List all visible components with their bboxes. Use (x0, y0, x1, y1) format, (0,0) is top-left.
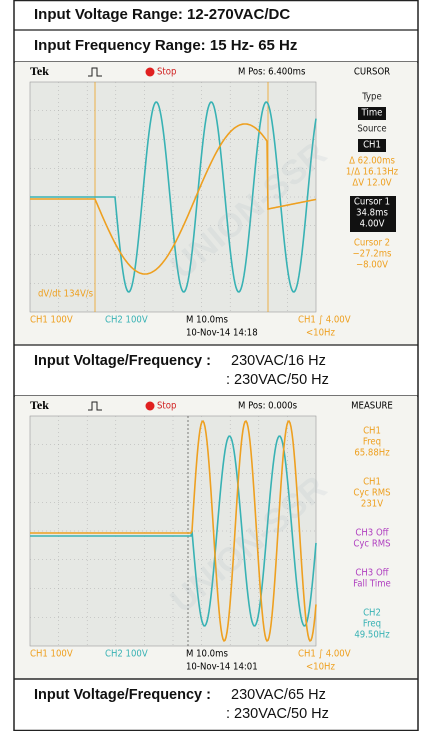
side-text: CH1 (363, 140, 381, 151)
ch1-scale: CH1 100V (30, 315, 73, 326)
caption-label: Input Voltage/Frequency : (34, 353, 211, 369)
ch2-scale: CH2 100V (105, 315, 148, 326)
page: Input Voltage Range: 12-270VAC/DC Input … (0, 0, 430, 731)
ch2-scale: CH2 100V (105, 649, 148, 660)
caption-label: Input Voltage/Frequency : (34, 687, 211, 703)
timestamp: 10-Nov-14 14:01 (186, 662, 258, 673)
side-text: CH3 Off (355, 568, 389, 579)
timebase: M 10.0ms (186, 315, 228, 326)
side-text: CH3 Off (355, 528, 389, 539)
stop-dot (146, 68, 155, 77)
side-text: 231V (361, 499, 383, 510)
timestamp: 10-Nov-14 14:18 (186, 328, 258, 339)
stop-dot (146, 402, 155, 411)
brand: Tek (30, 64, 49, 78)
side-text: Time (361, 108, 383, 119)
caption-value: : 230VAC/50 Hz (226, 706, 329, 722)
trigger-state: Stop (157, 67, 176, 78)
side-text: 49.50Hz (354, 630, 390, 641)
side-text: 34.8ms (356, 208, 388, 219)
position: M Pos: 0.000s (238, 401, 298, 412)
side-text: Cyc RMS (353, 539, 390, 550)
side-text: CH2 (363, 608, 381, 619)
brand: Tek (30, 398, 49, 412)
trigger-freq: <10Hz (306, 328, 335, 339)
side-text: CH1 (363, 477, 381, 488)
position: M Pos: 6.400ms (238, 67, 306, 78)
caption-value: : 230VAC/50 Hz (226, 372, 329, 388)
side-text: Cursor 1 (354, 197, 390, 208)
side-text: 1/Δ 16.13Hz (346, 167, 399, 178)
side-text: Cyc RMS (353, 488, 390, 499)
side-text: Cursor 2 (354, 238, 390, 249)
caption-value: 230VAC/65 Hz (231, 687, 326, 703)
side-text: Source (357, 124, 386, 135)
trigger-level: CH1 ∫ 4.00V (298, 649, 351, 660)
side-text: CH1 (363, 426, 381, 437)
side-text: 4.00V (360, 219, 385, 230)
side-text: Freq (363, 619, 381, 630)
menu-title: CURSOR (354, 67, 390, 78)
side-text: ΔV 12.0V (352, 178, 391, 189)
side-text: Freq (363, 437, 381, 448)
side-text: Type (361, 92, 381, 103)
timebase: M 10.0ms (186, 649, 228, 660)
side-text: Δ 62.00ms (349, 156, 395, 167)
caption-value: 230VAC/16 Hz (231, 353, 326, 369)
header-line: Input Frequency Range: 15 Hz- 65 Hz (34, 37, 297, 54)
menu-title: MEASURE (351, 401, 393, 412)
side-text: −8.00V (356, 260, 388, 271)
trigger-level: CH1 ∫ 4.00V (298, 315, 351, 326)
grid-note: dV/dt 134V/s (38, 289, 94, 300)
ch1-scale: CH1 100V (30, 649, 73, 660)
side-text: −27.2ms (353, 249, 393, 260)
scope-screenshot: Tek Stop M Pos: 6.400ms CURSOR dV/dt 134V/s T… (15, 62, 417, 345)
header-line: Input Voltage Range: 12-270VAC/DC (34, 6, 290, 23)
trigger-state: Stop (157, 401, 176, 412)
side-text: 65.88Hz (354, 448, 390, 459)
trigger-freq: <10Hz (306, 662, 335, 673)
side-text: Fall Time (353, 579, 391, 590)
